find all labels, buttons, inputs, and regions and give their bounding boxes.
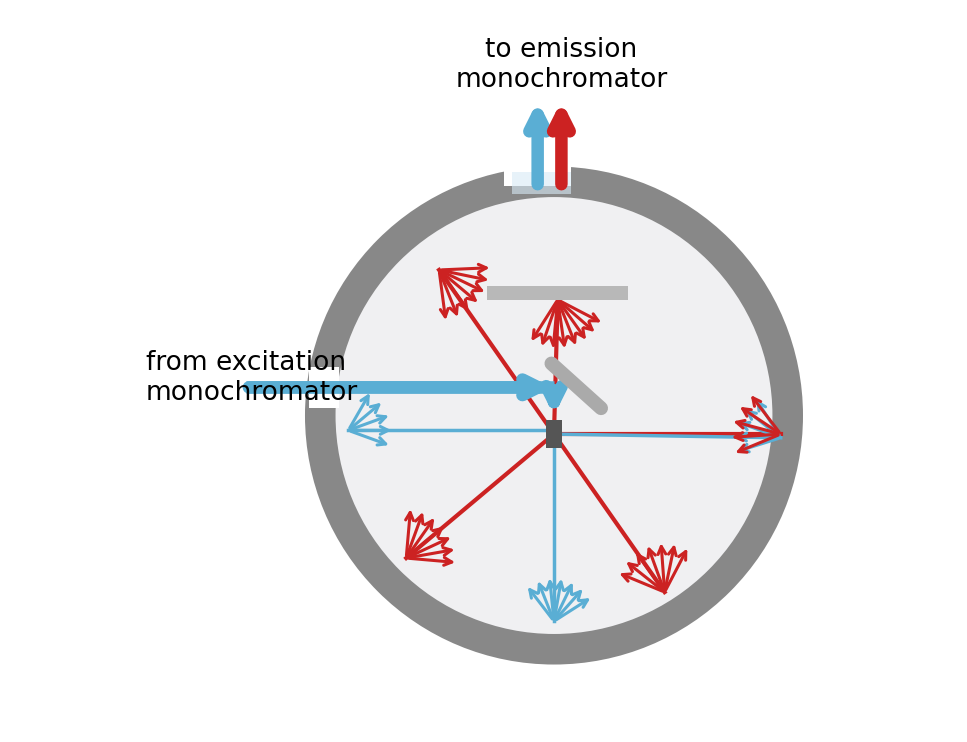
Bar (545, 420, 562, 448)
Bar (504, 163, 571, 186)
Bar (487, 286, 629, 300)
Bar (309, 367, 338, 408)
Text: to emission
monochromator: to emission monochromator (455, 37, 667, 93)
Bar (512, 172, 571, 194)
Ellipse shape (320, 182, 788, 649)
Text: from excitation
monochromator: from excitation monochromator (146, 350, 358, 407)
